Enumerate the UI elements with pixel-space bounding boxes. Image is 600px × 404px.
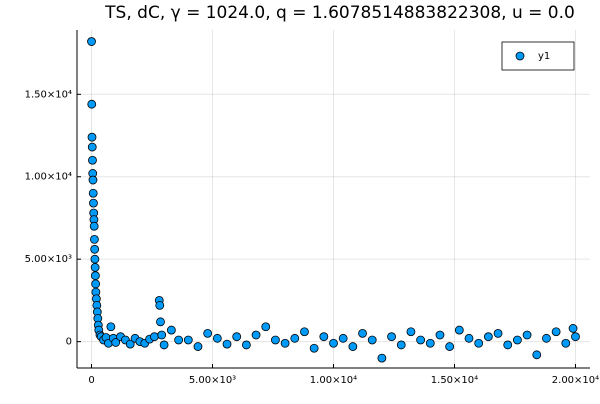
point xyxy=(551,327,561,337)
point xyxy=(155,300,165,310)
x-tick-label: 0 xyxy=(88,375,94,386)
legend-label: y1 xyxy=(538,51,550,62)
point xyxy=(261,322,271,332)
point xyxy=(111,338,121,347)
point xyxy=(425,338,435,348)
y-tick-label: 1.50×10⁴ xyxy=(25,89,72,100)
point xyxy=(561,338,571,348)
point xyxy=(241,340,251,350)
point xyxy=(157,330,167,340)
y-tick-label: 1.00×10⁴ xyxy=(25,172,72,183)
point xyxy=(232,332,242,342)
x-tick-label: 5.00×10³ xyxy=(189,375,236,386)
point xyxy=(290,333,300,343)
point xyxy=(568,324,578,333)
point xyxy=(406,327,416,337)
point xyxy=(358,328,367,338)
point xyxy=(513,335,522,345)
point xyxy=(88,188,98,198)
x-tick-label: 2.00×10⁴ xyxy=(552,375,599,386)
point xyxy=(251,330,261,340)
point xyxy=(166,325,176,335)
x-tick-label: 1.00×10⁴ xyxy=(310,375,357,386)
point xyxy=(542,333,551,343)
point xyxy=(91,279,101,289)
point xyxy=(532,350,542,360)
point xyxy=(300,327,309,337)
legend-box xyxy=(501,41,575,71)
point xyxy=(454,325,464,335)
legend-marker xyxy=(515,51,525,61)
point xyxy=(89,198,98,208)
y-tick-label: 5.00×10³ xyxy=(25,254,72,265)
point xyxy=(493,328,503,338)
point xyxy=(89,221,99,231)
point xyxy=(174,335,184,345)
point xyxy=(222,339,232,349)
point xyxy=(159,340,169,350)
point xyxy=(193,342,203,351)
point xyxy=(125,339,135,349)
point xyxy=(90,263,100,272)
point xyxy=(271,335,280,345)
point xyxy=(338,333,348,343)
point xyxy=(150,332,159,342)
point xyxy=(183,335,193,345)
point xyxy=(377,353,387,363)
point xyxy=(329,338,338,348)
point xyxy=(90,254,100,264)
point xyxy=(396,340,406,350)
point xyxy=(88,175,98,185)
point xyxy=(87,37,96,46)
point xyxy=(90,244,100,254)
point xyxy=(435,330,445,340)
y-tick-label: 0 xyxy=(66,337,72,348)
point xyxy=(522,330,532,340)
point xyxy=(106,322,116,332)
point xyxy=(503,340,513,350)
point xyxy=(387,332,396,342)
point xyxy=(416,335,426,345)
point xyxy=(90,271,100,281)
point xyxy=(483,332,493,342)
point xyxy=(87,142,97,152)
x-tick-label: 1.50×10⁴ xyxy=(431,375,478,386)
point xyxy=(90,234,99,244)
chart-title: TS, dC, γ = 1024.0, q = 1.60785148838223… xyxy=(104,3,575,23)
point xyxy=(87,132,97,142)
point xyxy=(280,338,290,348)
point xyxy=(348,342,358,351)
point xyxy=(88,155,97,165)
point xyxy=(367,335,377,345)
point xyxy=(156,317,165,327)
point xyxy=(464,333,474,343)
point xyxy=(203,328,213,338)
point xyxy=(87,99,97,109)
point xyxy=(309,343,319,353)
point xyxy=(474,338,484,348)
point xyxy=(445,342,455,351)
point xyxy=(319,332,329,342)
point xyxy=(212,333,222,343)
point xyxy=(571,332,580,342)
